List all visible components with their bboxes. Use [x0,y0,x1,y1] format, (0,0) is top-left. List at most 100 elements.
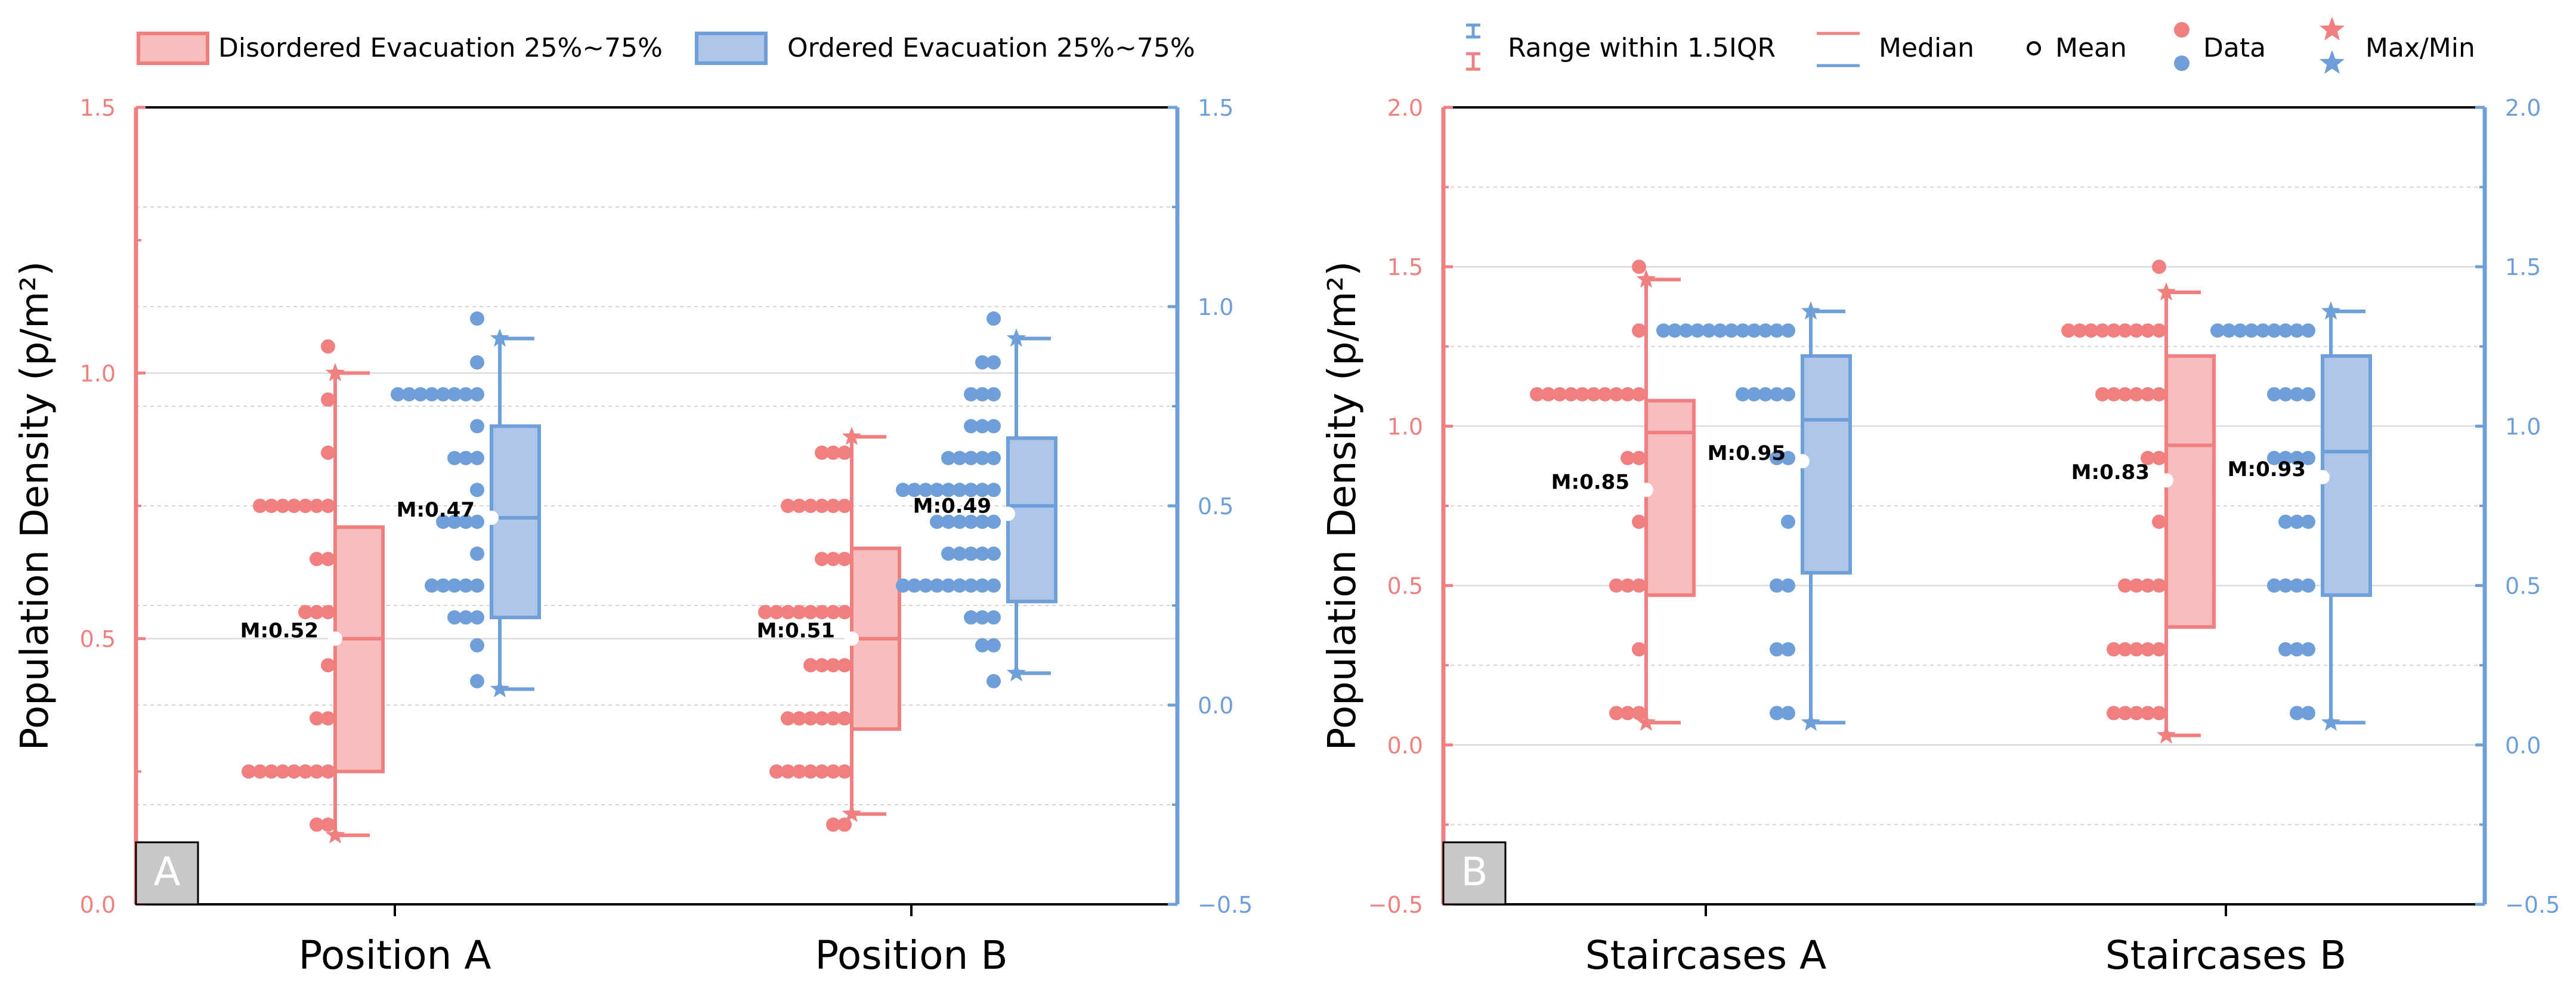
data-point [837,445,852,460]
data-point [1656,323,1671,338]
data-point [310,817,324,832]
data-point [975,483,989,497]
data-point [1770,642,1784,657]
data-point [826,764,840,779]
data-point [447,610,462,625]
data-point [276,764,290,779]
left-y-tick-label: −0.5 [1368,892,1423,918]
box-group: M:0.51 [757,427,901,832]
data-point [1781,450,1795,465]
data-point [930,483,944,497]
legend-mean-label: Mean [2055,33,2127,63]
max-star [490,328,510,347]
data-point [2278,514,2293,529]
left-y-tick-label: 0.0 [80,892,116,918]
box-group: M:0.52 [240,339,385,843]
data-point [2301,514,2315,529]
data-point [837,552,852,567]
data-point [953,483,967,497]
data-point [941,578,955,593]
data-point [1587,387,1601,401]
data-point [803,658,818,673]
data-point [2301,387,2315,401]
data-point [1553,387,1567,401]
x-tick-label: Staircases A [1585,932,1826,978]
mean-marker [328,631,342,646]
max-star [842,427,862,445]
data-point [987,638,1001,653]
data-point [1632,514,1646,529]
iqr-box [333,525,385,774]
data-point [321,764,335,779]
mean-marker [1001,506,1015,521]
data-point [987,483,1001,497]
right-y-tick-label: 0.0 [1198,693,1233,719]
iqr-box [2164,354,2216,629]
data-point [2141,706,2155,721]
data-point [964,483,978,497]
data-point [987,578,1001,593]
data-point [264,764,279,779]
data-point [1632,387,1646,401]
data-point [447,578,462,593]
min-star [325,825,345,843]
data-point [298,605,313,620]
data-point [964,546,978,561]
data-point [1668,323,1682,338]
data-point [1632,706,1646,721]
data-point [2129,706,2144,721]
data-point [2107,387,2121,401]
data-point [781,499,795,513]
data-point [826,817,840,832]
outlier-point [470,311,484,326]
data-point [1713,323,1727,338]
max-star [2156,282,2176,301]
data-point [242,764,256,779]
data-point [310,711,324,726]
y-axis-label: Population Density (p/m²) [13,261,57,750]
data-point [298,499,313,513]
data-point [930,514,944,529]
data-point [781,711,795,726]
data-point [459,387,473,401]
data-point [1632,323,1646,338]
data-point [2301,323,2315,338]
data-point [1736,323,1750,338]
data-point [987,546,1001,561]
data-point [941,514,955,529]
min-star [842,804,862,823]
box-group: M:0.49 [896,311,1057,688]
chart-panel-b: −0.5 0.0 0.5 1.0 1.5 2.0 −0.5 0.0 0.5 1.0 1.5 2.0 Po… [1321,95,2560,978]
data-point [1747,323,1761,338]
data-point [781,764,795,779]
data-point [2290,578,2304,593]
mean-marker [1795,454,1810,469]
right-y-tick-label: 1.0 [2505,413,2541,440]
data-point [2118,323,2132,338]
legend-range-icon [1466,23,1480,71]
data-point [2210,323,2225,338]
data-point [803,499,818,513]
data-point [459,610,473,625]
data-point [2301,642,2315,657]
data-point [964,419,978,434]
data-point [1621,450,1635,465]
data-point [1632,450,1646,465]
data-point [447,450,462,465]
data-point [310,605,324,620]
data-point [2095,387,2110,401]
data-point [1781,323,1795,338]
data-point [2301,578,2315,593]
data-point [987,610,1001,625]
left-y-tick-label: 0.5 [80,626,116,653]
data-point [1609,706,1623,721]
data-point [1724,323,1739,338]
data-point [1758,323,1773,338]
data-point [402,387,416,401]
data-point [2061,323,2076,338]
data-point [803,711,818,726]
data-point [470,483,484,497]
data-point [1621,578,1635,593]
max-star [1801,301,1821,320]
